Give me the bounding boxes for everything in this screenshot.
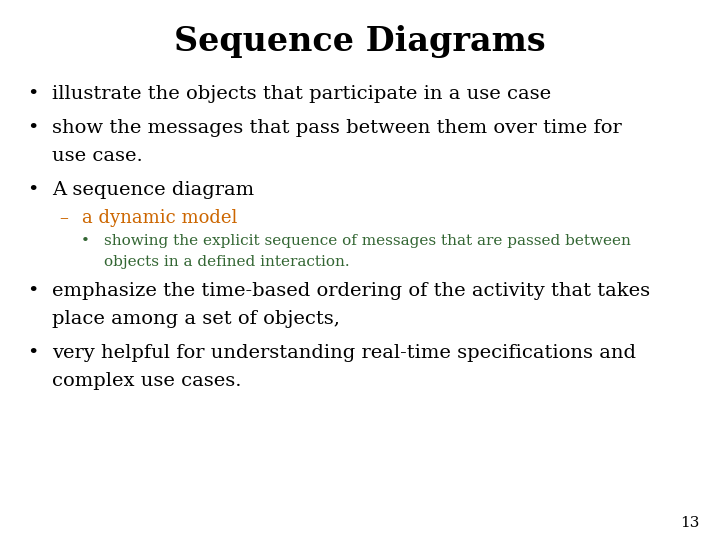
Text: a dynamic model: a dynamic model — [82, 209, 238, 227]
Text: •: • — [27, 282, 38, 300]
Text: •: • — [81, 234, 90, 248]
Text: 13: 13 — [680, 516, 700, 530]
Text: show the messages that pass between them over time for: show the messages that pass between them… — [52, 119, 628, 137]
Text: –: – — [59, 209, 68, 227]
Text: •: • — [27, 181, 38, 199]
Text: illustrate the objects that participate in a use case: illustrate the objects that participate … — [52, 85, 551, 103]
Text: complex use cases.: complex use cases. — [52, 372, 241, 390]
Text: •: • — [27, 344, 38, 362]
Text: A sequence diagram: A sequence diagram — [52, 181, 254, 199]
Text: place among a set of objects,: place among a set of objects, — [52, 310, 340, 328]
Text: objects in a defined interaction.: objects in a defined interaction. — [104, 255, 350, 269]
Text: emphasize the time-based ordering of the activity that takes: emphasize the time-based ordering of the… — [52, 282, 650, 300]
Text: use case.: use case. — [52, 147, 143, 165]
Text: very helpful for understanding real-time specifications and: very helpful for understanding real-time… — [52, 344, 636, 362]
Text: •: • — [27, 85, 38, 103]
Text: showing the explicit sequence of messages that are passed between: showing the explicit sequence of message… — [104, 234, 631, 248]
Text: •: • — [27, 119, 38, 137]
Text: Sequence Diagrams: Sequence Diagrams — [174, 25, 546, 58]
